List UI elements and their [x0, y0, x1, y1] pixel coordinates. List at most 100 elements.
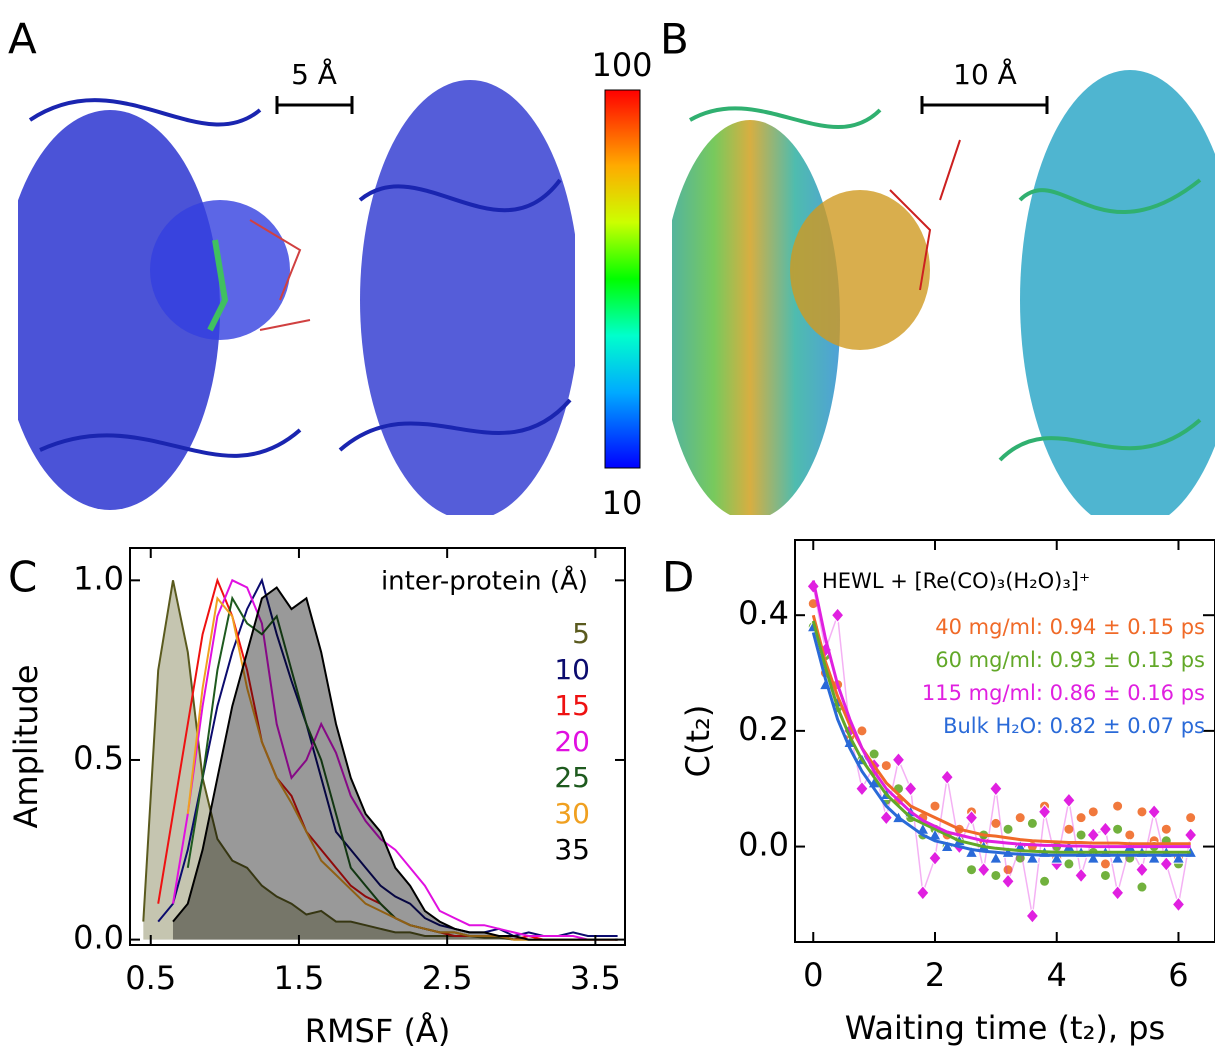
point — [989, 780, 1003, 797]
point — [1001, 873, 1015, 890]
point — [1098, 821, 1113, 837]
x-tick-label: 0 — [803, 956, 823, 994]
line — [172, 578, 618, 941]
legend-entry: 5 — [572, 617, 590, 650]
y-axis-label: Amplitude — [7, 665, 45, 829]
legend-entry: 25 — [554, 761, 590, 794]
panel-label: C — [8, 553, 37, 602]
point — [1002, 823, 1014, 835]
point — [1099, 869, 1111, 881]
x-tick-label: 3.5 — [570, 959, 621, 997]
y-tick-label: 0.0 — [738, 826, 789, 864]
point — [1026, 817, 1038, 829]
point — [1039, 875, 1051, 887]
point — [1049, 851, 1064, 864]
plot-area — [142, 577, 618, 941]
point — [1087, 806, 1099, 818]
legend-entry: Bulk H₂O: 0.82 ± 0.07 ps — [943, 714, 1205, 738]
scale-bar-label: 10 Å — [953, 57, 1017, 91]
y-tick-label: 0.4 — [738, 594, 789, 632]
plot-frame — [129, 547, 626, 946]
fit-line — [811, 632, 1191, 857]
point — [1160, 823, 1172, 835]
legend-entry: 35 — [554, 833, 590, 866]
panel-label: A — [8, 15, 37, 64]
legend-title: HEWL + [Re(CO)₃(H₂O)₃]⁺ — [822, 569, 1090, 593]
legend-entry: 15 — [554, 689, 590, 722]
point — [1063, 858, 1075, 870]
point — [1185, 812, 1197, 824]
plot-frame — [794, 539, 1215, 943]
fit-line — [811, 620, 1191, 854]
x-tick-label: 6 — [1168, 956, 1188, 994]
protein-image-a — [18, 80, 575, 515]
colorbar-label: 100 — [591, 46, 652, 84]
legend-entry: 60 mg/ml: 0.93 ± 0.13 ps — [935, 648, 1205, 672]
protein-image-b — [672, 70, 1215, 515]
point — [855, 780, 869, 797]
point — [891, 752, 906, 768]
point — [1099, 858, 1111, 870]
point — [1025, 908, 1040, 924]
point — [989, 851, 1003, 864]
y-tick-label: 0.5 — [73, 739, 124, 777]
fit-line — [811, 614, 1191, 846]
y-tick-label: 0.2 — [738, 710, 789, 748]
point — [1171, 851, 1186, 864]
point — [1147, 851, 1161, 864]
point — [1086, 851, 1101, 864]
point — [1124, 829, 1136, 841]
point — [868, 748, 880, 760]
point — [1147, 804, 1161, 820]
point — [1025, 851, 1040, 864]
legend-entry: 20 — [554, 725, 590, 758]
plot-area — [806, 578, 1198, 924]
point — [1063, 823, 1075, 835]
point — [1075, 812, 1087, 824]
point — [1135, 861, 1149, 878]
point — [856, 725, 868, 737]
point — [990, 817, 1002, 829]
point — [916, 885, 930, 901]
legend-entry: 30 — [554, 797, 590, 830]
legend-title: inter-protein (Å) — [381, 565, 588, 597]
point — [928, 850, 942, 866]
x-tick-label: 2.5 — [422, 959, 473, 997]
point — [940, 769, 954, 785]
point — [1183, 827, 1198, 843]
point — [1014, 812, 1026, 824]
fit-line — [811, 580, 1191, 849]
colorbar-label: 10 — [602, 484, 643, 522]
line — [172, 586, 618, 941]
scale-bar-label: 5 Å — [291, 57, 337, 91]
point — [830, 607, 845, 623]
point — [1110, 885, 1125, 901]
legend-entry: 115 mg/ml: 0.86 ± 0.16 ps — [922, 681, 1205, 705]
x-tick-label: 4 — [1047, 956, 1067, 994]
x-axis-label: Waiting time (t₂), ps — [845, 1009, 1165, 1047]
point — [1136, 881, 1148, 893]
colorbar — [604, 89, 641, 469]
point — [1062, 792, 1076, 809]
point — [1112, 823, 1124, 835]
point — [1112, 800, 1124, 812]
point — [1171, 896, 1186, 913]
point — [940, 839, 955, 853]
x-tick-label: 1.5 — [274, 959, 325, 997]
point — [964, 809, 979, 826]
point — [977, 861, 991, 878]
point — [1159, 856, 1173, 872]
area — [172, 587, 618, 940]
point — [929, 800, 941, 812]
point — [1075, 829, 1087, 841]
x-tick-label: 2 — [925, 956, 945, 994]
y-tick-label: 1.0 — [73, 559, 124, 597]
x-axis-label: RMSF (Å) — [305, 1012, 451, 1050]
area — [143, 580, 618, 940]
legend-entry: 10 — [554, 653, 590, 686]
point — [1136, 806, 1148, 818]
point — [990, 869, 1002, 881]
y-axis-label: C(t₂) — [679, 705, 717, 778]
point — [966, 864, 978, 876]
